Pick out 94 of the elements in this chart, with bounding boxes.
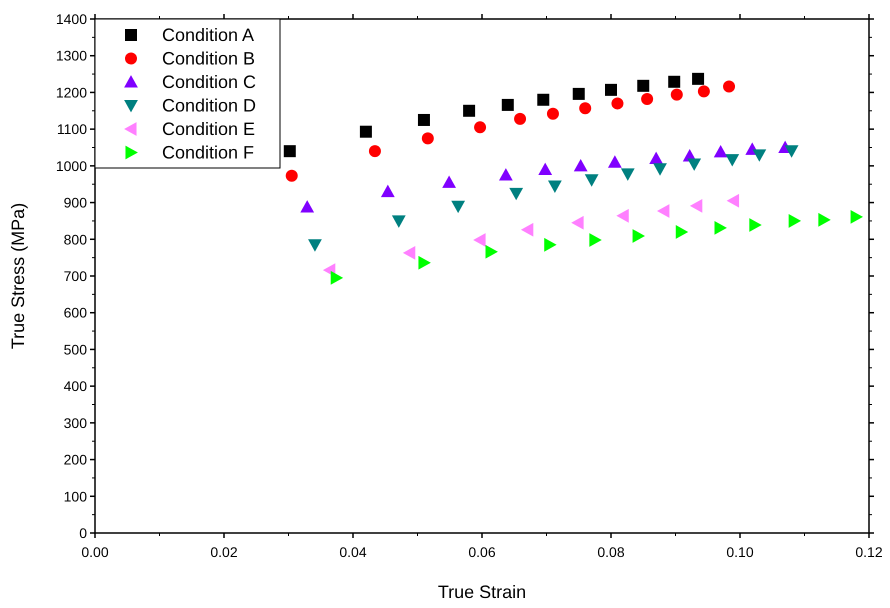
point — [537, 94, 550, 106]
point — [818, 212, 831, 227]
point — [649, 152, 664, 164]
point — [572, 88, 585, 100]
point — [300, 200, 314, 212]
y-tick-label: 900 — [64, 194, 88, 211]
point — [632, 229, 645, 243]
x-tick-label: 0.06 — [468, 544, 496, 560]
point — [571, 216, 584, 230]
point — [726, 194, 740, 208]
point — [548, 180, 562, 193]
point — [714, 221, 727, 235]
point — [714, 145, 728, 158]
point — [653, 163, 667, 176]
point — [611, 97, 624, 110]
legend-label: Condition D — [162, 96, 256, 116]
point — [402, 246, 416, 260]
point — [670, 88, 683, 101]
point — [690, 198, 702, 213]
y-tick-label: 100 — [64, 488, 88, 504]
point — [286, 170, 298, 182]
y-tick-label: 500 — [64, 341, 88, 358]
point — [514, 112, 526, 125]
point — [656, 204, 670, 218]
point — [723, 80, 736, 93]
point — [418, 114, 430, 126]
legend-label: Condition F — [162, 142, 254, 162]
legend-label: Condition E — [162, 119, 256, 139]
point — [725, 154, 740, 167]
point — [308, 239, 322, 252]
point — [451, 200, 466, 214]
point — [850, 210, 863, 224]
x-tick-label: 0.00 — [81, 544, 109, 560]
y-tick-label: 0 — [79, 525, 88, 541]
y-axis-title: True Stress (MPa) — [8, 202, 28, 350]
x-tick-label: 0.04 — [339, 544, 367, 560]
point — [608, 155, 622, 168]
point — [538, 162, 552, 176]
point — [676, 225, 688, 239]
point — [284, 145, 296, 158]
point — [544, 238, 557, 252]
x-tick-label: 0.02 — [210, 544, 238, 560]
x-tick-label: 0.10 — [726, 544, 754, 560]
point — [502, 98, 514, 111]
point — [584, 174, 599, 187]
point — [380, 184, 395, 198]
y-tick-label: 400 — [64, 378, 88, 394]
point — [620, 168, 635, 181]
point — [418, 256, 431, 270]
point — [463, 104, 476, 117]
point — [589, 233, 602, 247]
point — [687, 158, 702, 171]
legend-label: Condition B — [162, 48, 256, 68]
point — [616, 208, 629, 223]
point — [498, 168, 513, 181]
point — [637, 80, 650, 92]
y-tick-label: 1300 — [56, 48, 88, 64]
y-tick-label: 1100 — [56, 121, 88, 138]
point — [579, 102, 592, 114]
point — [486, 244, 498, 259]
point — [368, 145, 381, 158]
point — [392, 215, 406, 228]
point — [574, 158, 588, 172]
y-tick-label: 1200 — [56, 84, 88, 100]
point — [784, 145, 798, 158]
point — [473, 233, 486, 247]
y-tick-label: 300 — [64, 414, 88, 431]
x-tick-label: 0.08 — [597, 544, 625, 560]
point — [605, 84, 617, 96]
legend-label: Condition C — [162, 72, 256, 92]
point — [668, 76, 680, 88]
point — [641, 93, 654, 106]
point — [752, 149, 766, 162]
point — [360, 126, 372, 138]
point — [474, 121, 486, 134]
point — [330, 270, 344, 285]
point — [788, 214, 802, 228]
point — [422, 132, 434, 144]
y-tick-label: 1400 — [56, 11, 88, 27]
point — [509, 188, 524, 200]
x-tick-label: 0.12 — [855, 544, 883, 560]
point — [692, 72, 704, 85]
point — [546, 108, 559, 120]
point — [698, 85, 710, 98]
x-axis-title: True Strain — [438, 582, 526, 602]
legend-label: Condition A — [162, 25, 254, 45]
y-tick-label: 800 — [64, 231, 88, 248]
y-tick-label: 1000 — [56, 158, 88, 174]
y-tick-label: 700 — [64, 268, 88, 284]
point — [520, 222, 534, 237]
point — [442, 175, 456, 188]
point — [749, 218, 762, 232]
y-tick-label: 600 — [64, 304, 88, 321]
y-tick-label: 200 — [64, 452, 88, 468]
